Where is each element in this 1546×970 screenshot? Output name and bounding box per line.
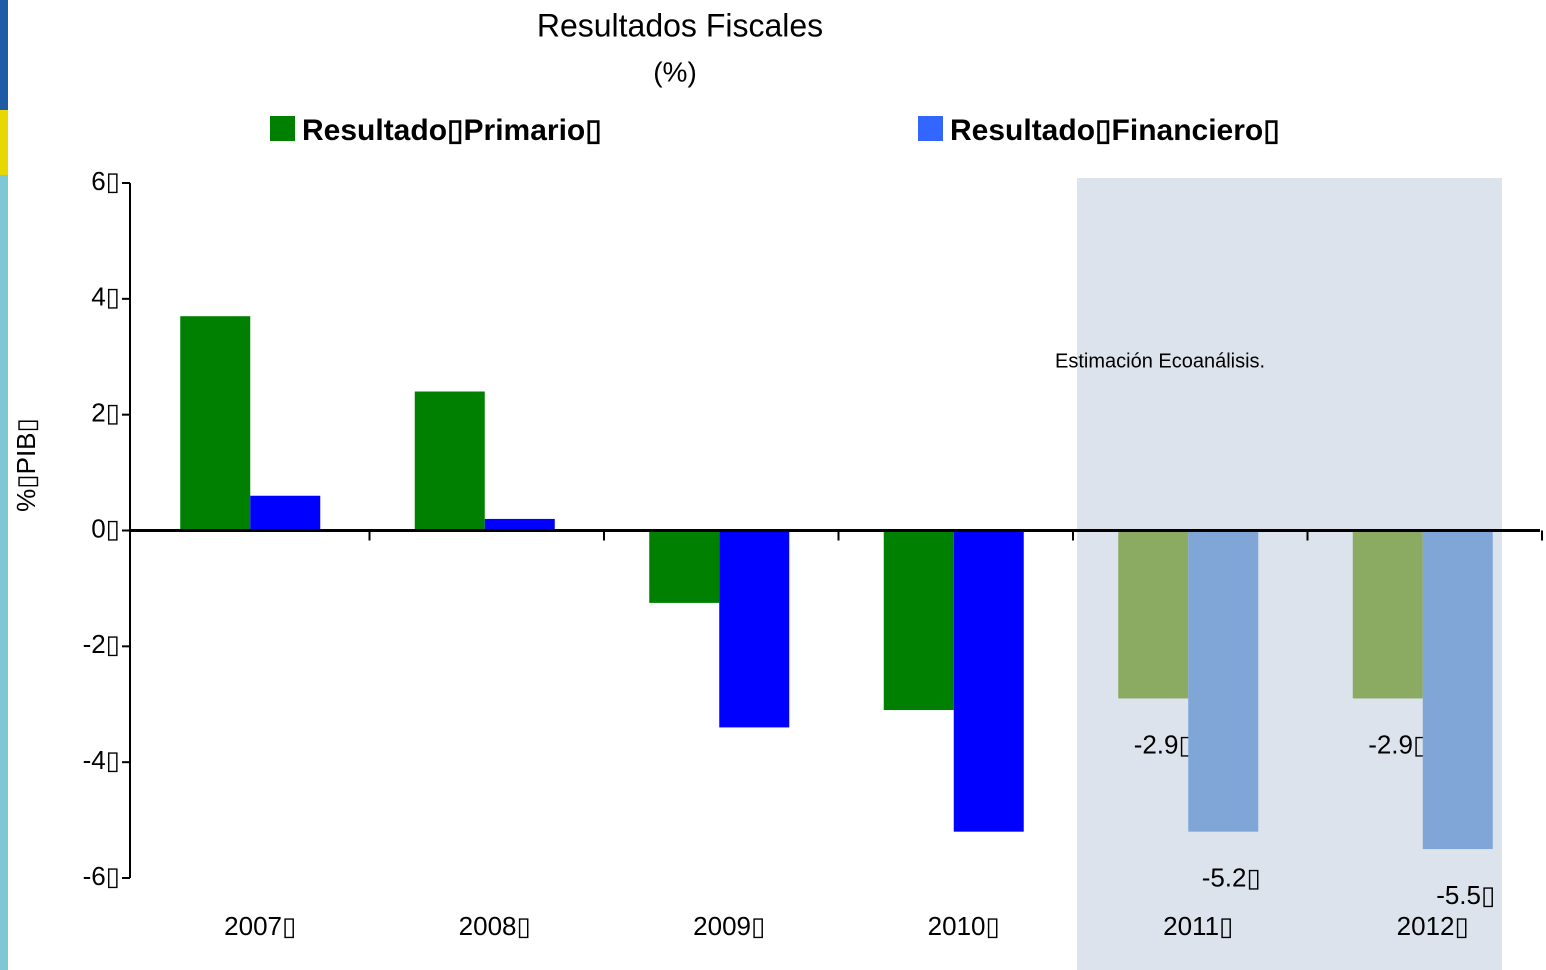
y-tick-label: 0▯ <box>91 513 120 543</box>
y-tick-label: -2▯ <box>83 629 120 659</box>
x-tick-label: 2010▯ <box>928 911 1000 941</box>
chart-title: Resultados Fiscales <box>537 7 823 43</box>
bar <box>649 530 720 603</box>
y-tick-label: 2▯ <box>91 398 120 428</box>
bar <box>953 530 1024 832</box>
value-label: -2.9▯ <box>1368 729 1427 759</box>
bar <box>180 316 251 531</box>
y-tick-label: -4▯ <box>83 745 120 775</box>
side-strip <box>0 0 8 110</box>
y-axis-label: %▯PIB▯ <box>11 418 41 512</box>
x-tick-label: 2008▯ <box>459 911 531 941</box>
y-tick-label: -6▯ <box>83 861 120 891</box>
bar <box>484 518 555 531</box>
side-strip <box>0 110 8 175</box>
bar <box>1118 530 1189 699</box>
x-tick-label: 2011▯ <box>1163 911 1233 941</box>
x-tick-label: 2007▯ <box>224 911 296 941</box>
value-label: -2.9▯ <box>1134 729 1193 759</box>
bar <box>250 495 321 531</box>
value-label: -5.5▯ <box>1436 880 1495 910</box>
x-tick-label: 2012▯ <box>1397 911 1469 941</box>
bar <box>719 530 790 728</box>
bar <box>1352 530 1423 699</box>
legend-label: Resultado▯Primario▯ <box>302 114 602 147</box>
bar <box>1188 530 1259 832</box>
value-label: -5.2▯ <box>1202 863 1261 893</box>
bar <box>883 530 954 711</box>
y-tick-label: 4▯ <box>91 282 120 312</box>
x-tick-label: 2009▯ <box>693 911 765 941</box>
legend-label: Resultado▯Financiero▯ <box>950 114 1280 147</box>
bar <box>414 391 485 531</box>
legend-swatch <box>918 116 943 141</box>
annotation: Estimación Ecoanálisis. <box>1055 350 1265 372</box>
bar <box>1422 530 1493 850</box>
y-tick-label: 6▯ <box>91 166 120 196</box>
legend-swatch <box>270 116 295 141</box>
side-strip <box>0 175 8 970</box>
chart-subtitle: (%) <box>653 56 697 87</box>
